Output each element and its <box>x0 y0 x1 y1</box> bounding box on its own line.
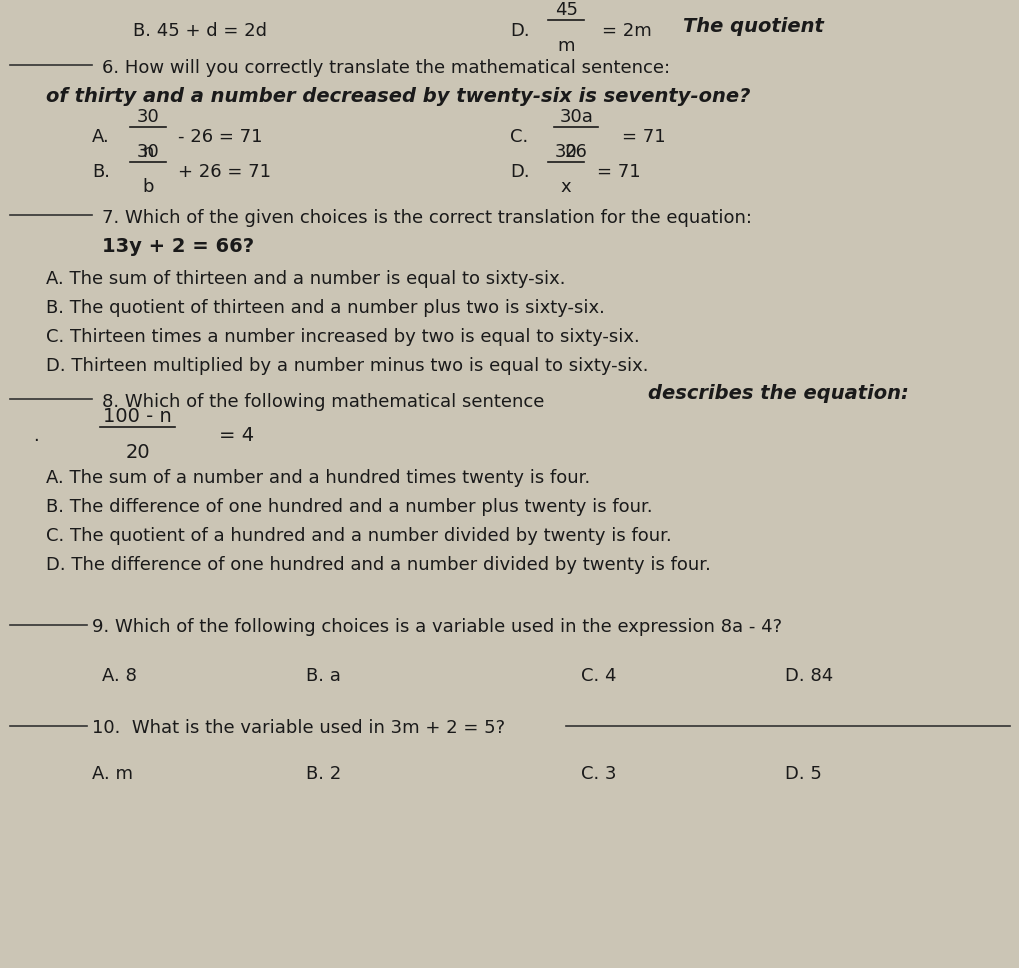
Text: C.: C. <box>510 129 528 146</box>
Text: b: b <box>142 178 154 197</box>
Text: D. Thirteen multiplied by a number minus two is equal to sixty-six.: D. Thirteen multiplied by a number minus… <box>46 357 648 375</box>
Text: 7. Which of the given choices is the correct translation for the equation:: 7. Which of the given choices is the cor… <box>102 209 751 227</box>
Text: 30: 30 <box>137 107 159 126</box>
Text: A. 8: A. 8 <box>102 667 137 684</box>
Text: The quotient: The quotient <box>683 16 823 36</box>
Text: 30a: 30a <box>558 107 593 126</box>
Text: A. m: A. m <box>92 766 132 783</box>
Text: D.: D. <box>510 22 529 40</box>
Text: = 2m: = 2m <box>601 22 651 40</box>
Text: m: m <box>556 37 575 55</box>
Text: 45: 45 <box>554 1 577 19</box>
Text: 30: 30 <box>554 142 577 161</box>
Text: C. 4: C. 4 <box>581 667 616 684</box>
Text: D.: D. <box>510 164 529 181</box>
Text: - 26 = 71: - 26 = 71 <box>178 129 263 146</box>
Text: B. a: B. a <box>306 667 340 684</box>
Text: = 4: = 4 <box>219 426 254 445</box>
Text: = 71: = 71 <box>596 164 640 181</box>
Text: A. The sum of a number and a hundred times twenty is four.: A. The sum of a number and a hundred tim… <box>46 469 590 487</box>
Text: B. 45 + d = 2d: B. 45 + d = 2d <box>132 22 266 40</box>
Text: B. The quotient of thirteen and a number plus two is sixty-six.: B. The quotient of thirteen and a number… <box>46 299 604 317</box>
Text: 13y + 2 = 66?: 13y + 2 = 66? <box>102 237 254 257</box>
Text: 30: 30 <box>137 142 159 161</box>
Text: 8. Which of the following mathematical sentence: 8. Which of the following mathematical s… <box>102 393 544 410</box>
Text: 6. How will you correctly translate the mathematical sentence:: 6. How will you correctly translate the … <box>102 59 669 76</box>
Text: 26: 26 <box>565 143 587 162</box>
Text: x: x <box>560 178 571 197</box>
Text: B. The difference of one hundred and a number plus twenty is four.: B. The difference of one hundred and a n… <box>46 499 652 516</box>
Text: C. 3: C. 3 <box>581 766 616 783</box>
Text: C. Thirteen times a number increased by two is equal to sixty-six.: C. Thirteen times a number increased by … <box>46 328 639 346</box>
Text: 9. Which of the following choices is a variable used in the expression 8a - 4?: 9. Which of the following choices is a v… <box>92 619 782 636</box>
Text: 10.  What is the variable used in 3m + 2 = 5?: 10. What is the variable used in 3m + 2 … <box>92 719 504 737</box>
Text: = 71: = 71 <box>622 129 665 146</box>
Text: A.: A. <box>92 129 109 146</box>
Text: D. 5: D. 5 <box>785 766 821 783</box>
Text: B. 2: B. 2 <box>306 766 341 783</box>
Text: 100 - n: 100 - n <box>103 407 172 426</box>
Text: C. The quotient of a hundred and a number divided by twenty is four.: C. The quotient of a hundred and a numbe… <box>46 528 671 545</box>
Text: + 26 = 71: + 26 = 71 <box>178 164 271 181</box>
Text: of thirty and a number decreased by twenty-six is seventy-one?: of thirty and a number decreased by twen… <box>46 87 750 106</box>
Text: 20: 20 <box>125 443 150 463</box>
Text: A. The sum of thirteen and a number is equal to sixty-six.: A. The sum of thirteen and a number is e… <box>46 270 565 287</box>
Text: n: n <box>142 143 154 162</box>
Text: B.: B. <box>92 164 110 181</box>
Text: .: . <box>33 427 39 444</box>
Text: D. 84: D. 84 <box>785 667 833 684</box>
Text: describes the equation:: describes the equation: <box>647 384 908 404</box>
Text: D. The difference of one hundred and a number divided by twenty is four.: D. The difference of one hundred and a n… <box>46 557 710 574</box>
